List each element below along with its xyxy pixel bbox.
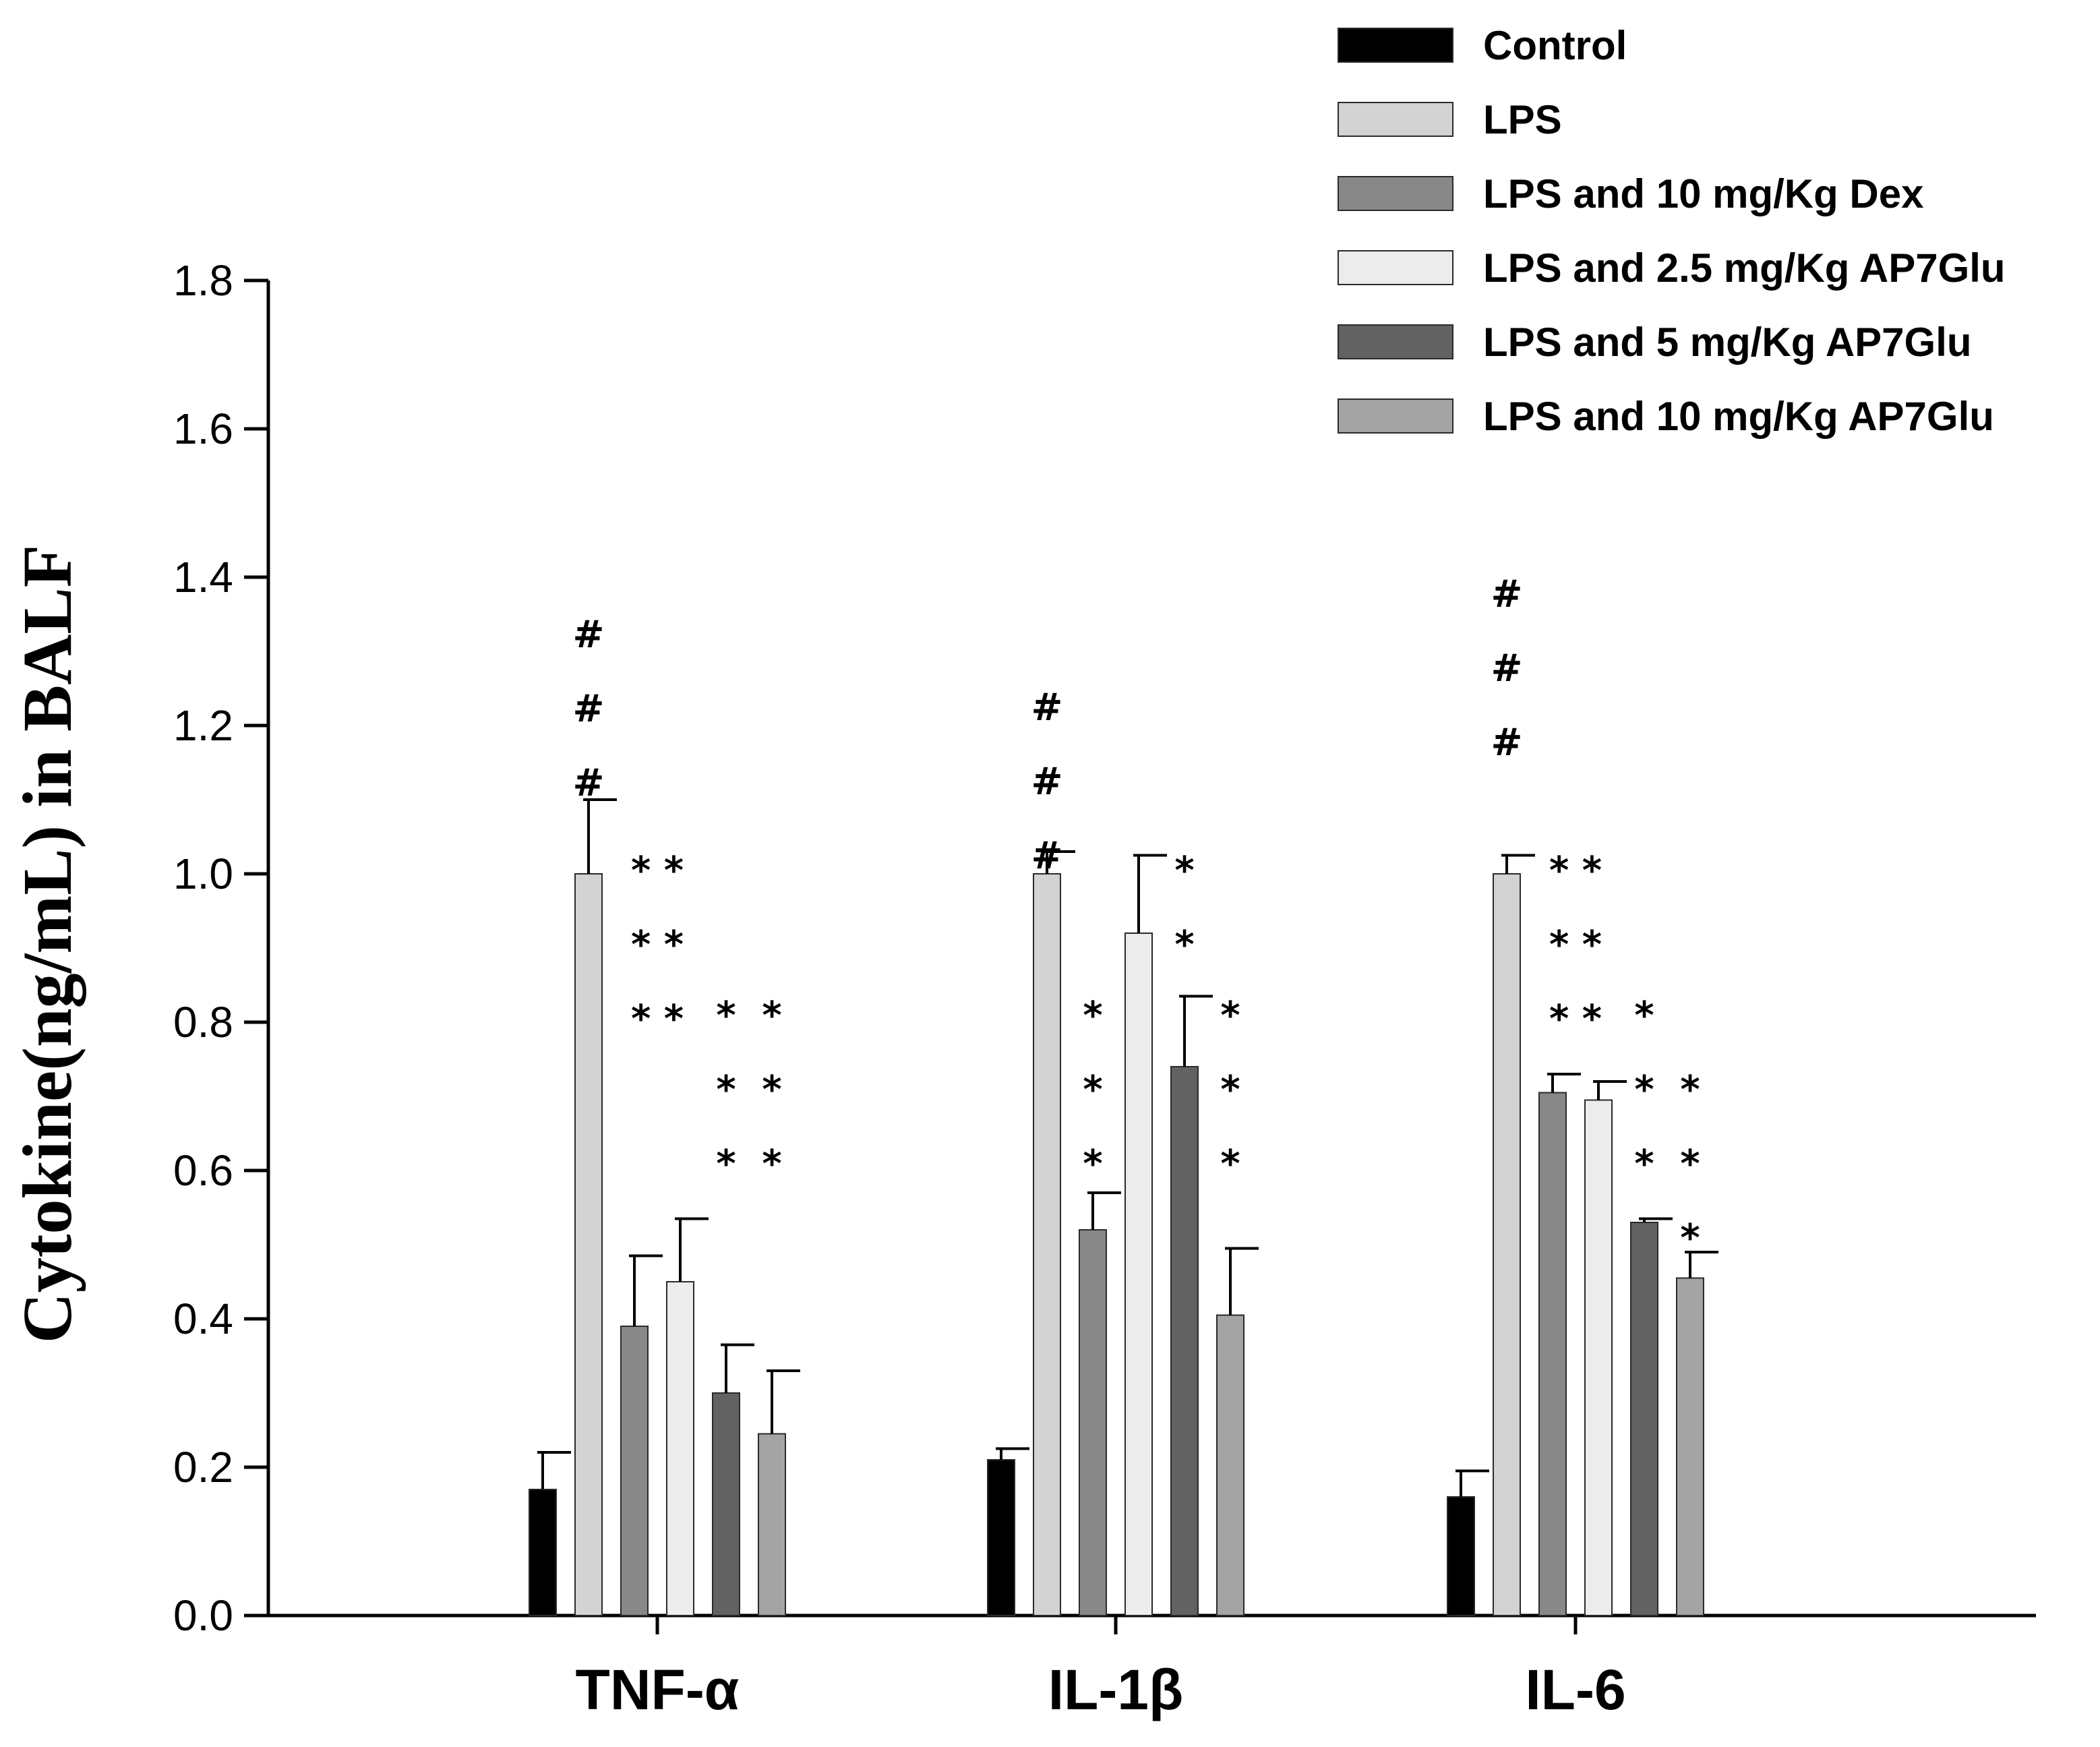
y-tick-label: 1.4 — [173, 553, 233, 601]
significance-mark: * — [1220, 1068, 1240, 1112]
y-tick-label: 1.6 — [173, 405, 233, 453]
y-tick-label: 1.8 — [173, 256, 233, 305]
bar — [1584, 1099, 1613, 1616]
y-axis-label: Cytokine(ng/mL) in BALF — [9, 545, 86, 1344]
bar — [1630, 1222, 1658, 1616]
significance-mark: * — [716, 1142, 736, 1186]
significance-mark: * — [1174, 849, 1194, 893]
significance-mark: * * — [1549, 849, 1602, 893]
y-tick-label: 1.0 — [173, 850, 233, 898]
legend-label: LPS and 10 mg/Kg Dex — [1483, 171, 1924, 216]
significance-mark: # — [573, 761, 605, 805]
bar — [620, 1326, 649, 1616]
significance-mark: # — [1491, 572, 1523, 616]
significance-mark: # — [573, 613, 605, 657]
significance-mark: * — [1634, 994, 1654, 1038]
significance-mark: * — [1634, 1068, 1654, 1112]
significance-mark: * — [1680, 1142, 1700, 1186]
significance-mark: * — [1220, 994, 1240, 1038]
legend-swatch — [1338, 28, 1453, 63]
significance-mark: # — [1031, 686, 1063, 730]
legend-label: LPS and 10 mg/Kg AP7Glu — [1483, 394, 1994, 439]
x-tick-label: IL-6 — [1525, 1658, 1625, 1721]
significance-mark: * — [762, 994, 781, 1038]
bar — [1170, 1066, 1199, 1616]
significance-mark: # — [573, 687, 605, 731]
significance-mark: # — [1491, 721, 1523, 765]
bar — [1216, 1314, 1244, 1616]
significance-mark: * — [1083, 1068, 1102, 1112]
bar — [1033, 873, 1061, 1616]
bar — [1676, 1277, 1704, 1616]
significance-mark: * * — [1549, 923, 1602, 967]
x-tick-label: TNF-α — [576, 1658, 740, 1721]
bar — [758, 1433, 786, 1616]
significance-mark: * — [716, 994, 736, 1038]
legend-label: LPS and 2.5 mg/Kg AP7Glu — [1483, 245, 2006, 291]
legend-swatch — [1338, 102, 1453, 137]
significance-mark: # — [1491, 647, 1523, 690]
y-tick-label: 0.0 — [173, 1591, 233, 1640]
x-axis: TNF-α IL-1β IL-6 — [268, 1613, 2036, 1721]
legend-swatch — [1338, 176, 1453, 211]
significance-mark: * — [1083, 1142, 1102, 1186]
y-tick-label: 0.4 — [173, 1295, 233, 1343]
significance-mark: * — [1174, 923, 1194, 967]
y-tick-label: 0.6 — [173, 1146, 233, 1195]
bar — [1079, 1229, 1107, 1616]
significance-mark: * — [716, 1068, 736, 1112]
bar — [987, 1459, 1015, 1616]
legend: Control LPS LPS and 10 mg/Kg Dex LPS and 2.… — [1338, 23, 2006, 439]
significance-mark: * — [762, 1068, 781, 1112]
bars — [529, 798, 1718, 1616]
bar — [712, 1392, 740, 1616]
legend-swatch — [1338, 250, 1453, 285]
legend-label: LPS and 5 mg/Kg AP7Glu — [1483, 320, 1972, 365]
legend-swatch — [1338, 398, 1453, 434]
significance-mark: * — [1083, 994, 1102, 1038]
x-tick-label: IL-1β — [1048, 1658, 1184, 1721]
significance-mark: * — [1680, 1216, 1700, 1260]
significance-mark: * * — [631, 997, 684, 1041]
bar — [1447, 1496, 1475, 1616]
significance-mark: # — [1031, 760, 1063, 804]
significance-mark: # — [1031, 834, 1063, 878]
significance-mark: * * — [1549, 997, 1602, 1041]
significance-mark: * — [1634, 1142, 1654, 1186]
legend-label: LPS — [1483, 97, 1562, 142]
legend-swatch — [1338, 324, 1453, 359]
legend-label: Control — [1483, 23, 1627, 68]
y-tick-label: 1.2 — [173, 701, 233, 750]
bar — [574, 873, 603, 1616]
bar — [1493, 873, 1521, 1616]
significance-mark: * * — [631, 849, 684, 893]
significance-mark: * * — [631, 923, 684, 967]
bar — [1538, 1092, 1567, 1616]
bar — [1124, 932, 1153, 1616]
y-tick-label: 0.2 — [173, 1443, 233, 1491]
significance-mark: * — [762, 1142, 781, 1186]
significance-annotations: # # # * * * * * * * * * * * * # # # * * * * * * * * # # # * * * * * … — [573, 572, 1700, 1260]
significance-mark: * — [1680, 1068, 1700, 1112]
bar — [529, 1489, 557, 1616]
y-axis: 0.0 0.2 0.4 0.6 0.8 1.0 1.2 1.4 1.6 1.8 — [173, 256, 270, 1640]
bar — [666, 1281, 694, 1616]
significance-mark: * — [1220, 1142, 1240, 1186]
y-tick-label: 0.8 — [173, 998, 233, 1046]
